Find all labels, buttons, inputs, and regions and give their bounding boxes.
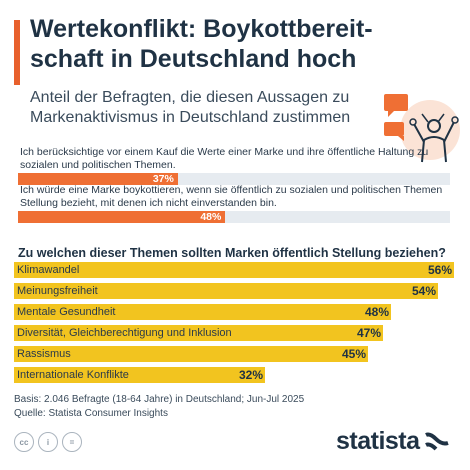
no-derivatives-icon[interactable]: = <box>62 432 82 452</box>
title-accent-bar <box>14 20 20 85</box>
basis-text: Basis: 2.046 Befragte (18-64 Jahre) in D… <box>14 394 305 405</box>
statista-logo[interactable]: statista <box>336 427 450 456</box>
attribution-icon[interactable]: i <box>38 432 58 452</box>
topic-bar <box>14 262 454 278</box>
topic-value-label: 32% <box>238 368 263 382</box>
topic-bar <box>14 346 368 362</box>
topic-bar <box>14 367 265 383</box>
topic-row: Internationale Konflikte 32% <box>14 367 454 383</box>
statement-bar-track: 37% <box>18 173 450 185</box>
statista-logo-mark-icon <box>424 432 449 450</box>
creative-commons-icon[interactable]: cc <box>14 432 34 452</box>
statement-value-label: 37% <box>152 173 174 185</box>
topic-label: Internationale Konflikte <box>17 369 129 381</box>
license-icons: cc i = <box>14 432 82 452</box>
topic-label: Mentale Gesundheit <box>17 306 116 318</box>
topic-label: Meinungsfreiheit <box>17 285 98 297</box>
topic-label: Diversität, Gleichberechtigung und Inklu… <box>17 327 232 339</box>
source-text: Quelle: Statista Consumer Insights <box>14 408 168 419</box>
page-title: Wertekonflikt: Boykottbereit-schaft in D… <box>30 15 373 73</box>
statista-logo-text: statista <box>336 427 420 455</box>
statement-consider-values: Ich berücksichtige vor einem Kauf die We… <box>18 146 450 185</box>
topic-bar <box>14 304 391 320</box>
topic-value-label: 48% <box>364 305 389 319</box>
topic-row: Diversität, Gleichberechtigung und Inklu… <box>14 325 454 341</box>
statement-bar: 37% <box>18 173 178 185</box>
topics-bar-chart: Klimawandel 56% Meinungsfreiheit 54% Mentale… <box>14 262 460 387</box>
topic-value-label: 54% <box>411 284 436 298</box>
topic-value-label: 56% <box>427 263 452 277</box>
statement-text: Ich würde eine Marke boykottieren, wenn … <box>20 184 443 209</box>
source-note: Basis: 2.046 Befragte (18-64 Jahre) in D… <box>14 393 304 421</box>
topic-bar <box>14 283 438 299</box>
protest-illustration-icon <box>384 94 460 163</box>
topic-row: Rassismus 45% <box>14 346 454 362</box>
topic-value-label: 45% <box>341 347 366 361</box>
topic-value-label: 47% <box>356 326 381 340</box>
topic-row: Mentale Gesundheit 48% <box>14 304 454 320</box>
statement-bar: 48% <box>18 211 226 223</box>
topic-row: Klimawandel 56% <box>14 262 454 278</box>
statement-value-label: 48% <box>200 211 222 223</box>
statement-text: Ich berücksichtige vor einem Kauf die We… <box>20 146 429 171</box>
statement-boycott: Ich würde eine Marke boykottieren, wenn … <box>18 184 450 223</box>
topic-label: Rassismus <box>17 348 71 360</box>
page-subtitle: Anteil der Befragten, die diesen Aussage… <box>30 89 351 126</box>
topic-row: Meinungsfreiheit 54% <box>14 283 454 299</box>
statement-bar-track: 48% <box>18 211 450 223</box>
topic-label: Klimawandel <box>17 264 80 276</box>
topics-question: Zu welchen dieser Themen sollten Marken … <box>18 246 446 260</box>
topic-bar <box>14 325 383 341</box>
